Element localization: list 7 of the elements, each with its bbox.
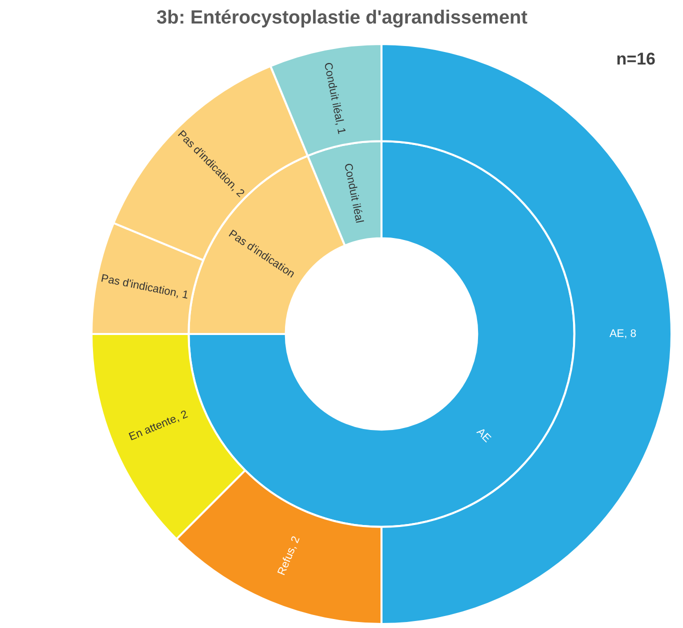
data-label: Conduit iléal: [342, 162, 366, 224]
text: n=16: [616, 50, 656, 68]
data-label: Conduit iléal, 1: [321, 62, 348, 136]
data-label: En attente, 2: [127, 408, 190, 444]
chart-title: 3b: Entérocystoplastie d'agrandissement: [156, 8, 528, 28]
data-label: AE: [474, 426, 493, 445]
data-label: AE, 8: [609, 328, 636, 340]
